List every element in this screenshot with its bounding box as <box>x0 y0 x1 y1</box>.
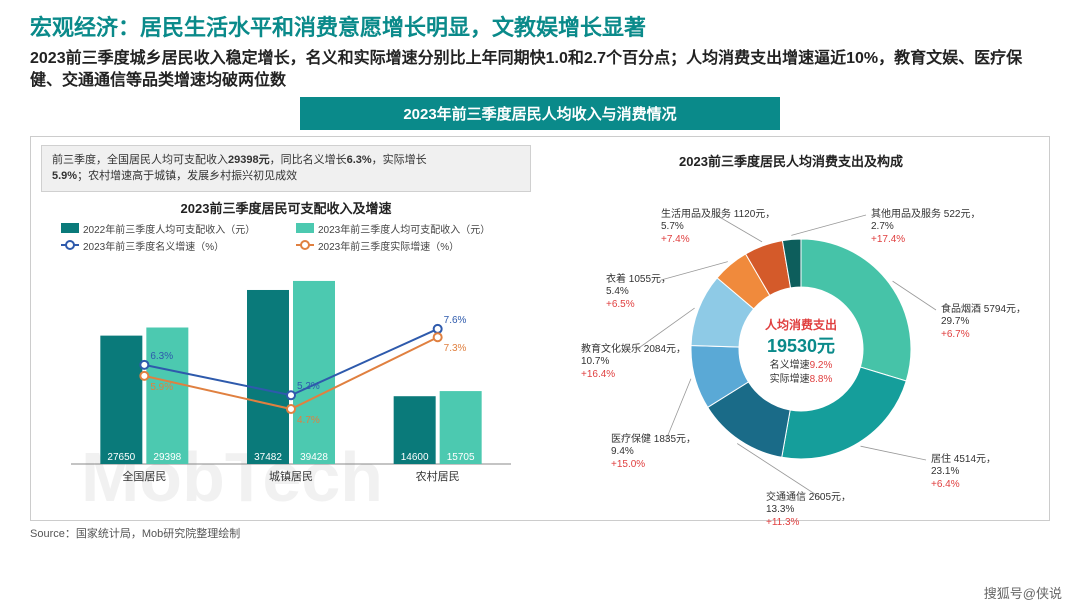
svg-text:5.9%: 5.9% <box>150 382 173 393</box>
pie-label: 生活用品及服务 1120元，5.7%+7.4% <box>661 209 775 247</box>
page-title: 宏观经济：居民生活水平和消费意愿增长明显，文教娱增长显著 <box>30 10 1050 42</box>
svg-text:7.3%: 7.3% <box>444 343 467 354</box>
bar-chart: 27650 29398 全国居民 37482 39428 城镇居民 14600 15705 农村… <box>41 259 531 489</box>
pie-label: 衣着 1055元，5.4%+6.5% <box>606 274 671 312</box>
section-banner: 2023年前三季度居民人均收入与消费情况 <box>300 97 780 130</box>
page-subtitle: 2023前三季度城乡居民收入稳定增长，名义和实际增速分别比上年同期快1.0和2.… <box>30 48 1050 93</box>
pie-label: 教育文化娱乐 2084元，10.7%+16.4% <box>581 344 686 382</box>
svg-text:农村居民: 农村居民 <box>416 469 460 483</box>
svg-text:39428: 39428 <box>300 452 328 463</box>
svg-text:城镇居民: 城镇居民 <box>269 469 313 483</box>
donut-title: 2023前三季度居民人均消费支出及构成 <box>541 151 1041 170</box>
svg-text:14600: 14600 <box>401 452 429 463</box>
footer-attribution: 搜狐号@侠说 <box>984 583 1062 602</box>
source-text: Source：国家统计局，Mob研究院整理绘制 <box>30 525 1050 541</box>
pie-label: 交通通信 2605元，13.3%+11.3% <box>766 492 851 530</box>
bar-legend: 2022年前三季度人均可支配收入（元） 2023年前三季度人均可支配收入（元） … <box>61 221 511 253</box>
content-panel: MobTech 前三季度，全国居民人均可支配收入29398元，同比名义增长6.3… <box>30 136 1050 521</box>
svg-text:29398: 29398 <box>153 452 181 463</box>
svg-text:全国居民: 全国居民 <box>122 469 166 483</box>
donut-chart: 人均消费支出 19530元 名义增速9.2% 实际增速8.8% 食品烟酒 579… <box>541 174 1041 514</box>
pie-label: 食品烟酒 5794元，29.7%+6.7% <box>941 304 1026 342</box>
pie-label: 其他用品及服务 522元，2.7%+17.4% <box>871 209 980 247</box>
bar-chart-title: 2023前三季度居民可支配收入及增速 <box>41 198 531 217</box>
svg-text:27650: 27650 <box>107 452 135 463</box>
svg-text:15705: 15705 <box>447 452 475 463</box>
svg-text:37482: 37482 <box>254 452 282 463</box>
pie-label: 医疗保健 1835元，9.4%+15.0% <box>611 434 696 472</box>
summary-note: 前三季度，全国居民人均可支配收入29398元，同比名义增长6.3%，实际增长5.… <box>41 145 531 192</box>
svg-text:7.6%: 7.6% <box>444 315 467 326</box>
pie-label: 居住 4514元，23.1%+6.4% <box>931 454 996 492</box>
svg-text:6.3%: 6.3% <box>150 351 173 362</box>
svg-text:5.2%: 5.2% <box>297 381 320 392</box>
svg-text:4.7%: 4.7% <box>297 415 320 426</box>
